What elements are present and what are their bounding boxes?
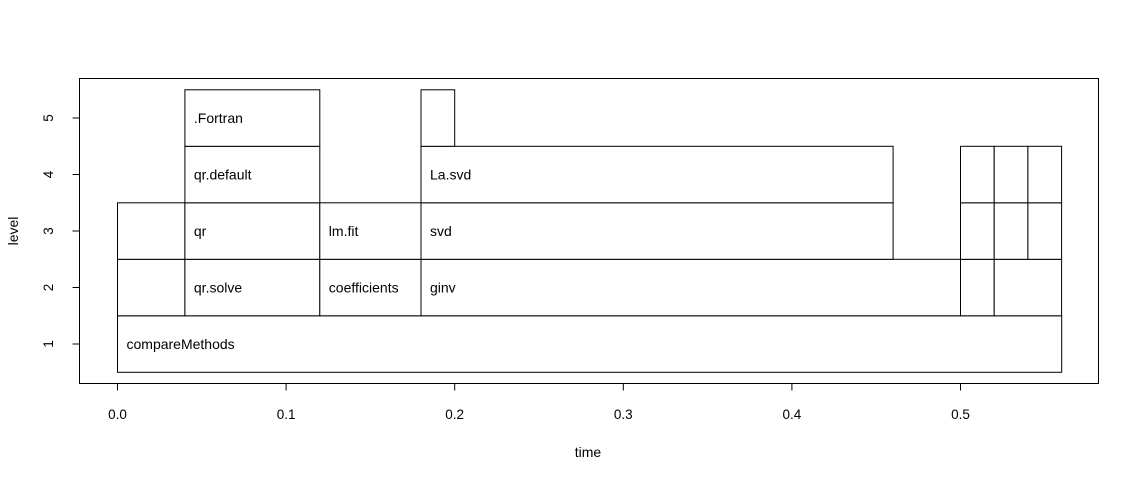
flame-block [960, 202, 995, 260]
flame-block-label: La.svd [430, 167, 471, 183]
y-tick-label: 2 [41, 284, 56, 292]
x-axis: 0.0 0.1 0.2 0.3 0.4 0.5 [108, 383, 970, 422]
y-axis-title: level [5, 217, 21, 246]
x-tick-label: 0.4 [783, 407, 802, 422]
y-tick-label: 1 [41, 340, 56, 348]
y-axis: 1 2 3 4 5 [41, 114, 80, 348]
flame-block [420, 258, 961, 317]
flame-block [319, 202, 422, 260]
flame-block [319, 258, 422, 317]
flame-block-label: svd [430, 223, 452, 239]
flame-block [993, 145, 1029, 204]
flame-block [993, 258, 1063, 317]
flame-block [420, 202, 894, 260]
x-tick-label: 0.5 [951, 407, 970, 422]
flame-block [1027, 145, 1063, 204]
x-axis-title: time [575, 444, 602, 460]
flame-block-label: compareMethods [127, 336, 235, 352]
flame-block-label: qr.solve [194, 280, 242, 296]
flame-block [420, 145, 894, 204]
flame-block [420, 89, 456, 147]
flame-blocks: compareMethods qr.solve coefficients ginv qr… [117, 89, 1063, 373]
flame-block [1027, 202, 1063, 260]
x-tick-label: 0.1 [277, 407, 296, 422]
flame-block [117, 202, 186, 260]
flame-block [993, 202, 1029, 260]
y-tick-label: 3 [41, 227, 56, 235]
flame-block-label: .Fortran [194, 110, 243, 126]
y-tick-label: 4 [41, 170, 56, 178]
x-tick-label: 0.0 [108, 407, 127, 422]
flame-block-label: lm.fit [329, 223, 359, 239]
flame-block [117, 258, 186, 317]
flame-block [184, 258, 321, 317]
flame-block [117, 315, 1063, 373]
flame-block [960, 258, 995, 317]
flame-block-label: ginv [430, 280, 456, 296]
flame-block-label: coefficients [329, 280, 399, 296]
flame-block-label: qr [194, 223, 207, 239]
flame-block [960, 145, 995, 204]
x-tick-label: 0.3 [614, 407, 633, 422]
x-tick-label: 0.2 [445, 407, 464, 422]
flame-block-label: qr.default [194, 167, 252, 183]
flame-block [184, 145, 321, 204]
flame-block [184, 89, 321, 147]
y-tick-label: 5 [41, 114, 56, 122]
